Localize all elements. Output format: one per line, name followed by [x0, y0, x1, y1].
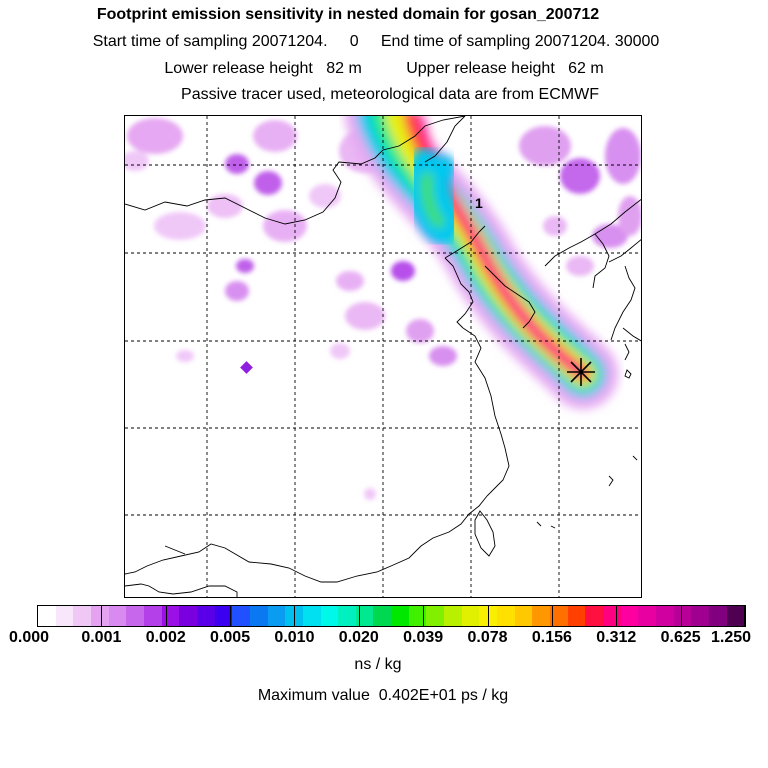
- colorbar-segment: [603, 606, 621, 626]
- plot-title: Footprint emission sensitivity in nested…: [96, 6, 600, 23]
- colorbar-tick: [358, 605, 360, 627]
- colorbar-label: 0.625: [660, 629, 701, 646]
- colorbar-segment: [620, 606, 639, 626]
- colorbar-label: 0.010: [274, 629, 315, 646]
- colorbar-label: 0.078: [467, 629, 508, 646]
- colorbar-segment: [108, 606, 127, 626]
- colorbar-segment: [497, 606, 515, 626]
- lat-lon-grid: [125, 116, 641, 597]
- colorbar-tick: [551, 605, 553, 627]
- isolated-patch: [240, 361, 253, 374]
- colorbar-segment: [708, 606, 727, 626]
- colorbar-segment: [567, 606, 586, 626]
- colorbar: [37, 605, 745, 627]
- colorbar-segment: [408, 606, 427, 626]
- colorbar-segment: [444, 606, 462, 626]
- colorbar-tick: [616, 605, 618, 627]
- colorbar-segment: [391, 606, 409, 626]
- colorbar-label: 0.001: [81, 629, 122, 646]
- colorbar-label: 0.312: [596, 629, 637, 646]
- colorbar-segment: [267, 606, 286, 626]
- colorbar-segment: [320, 606, 339, 626]
- colorbar-label: 0.156: [531, 629, 572, 646]
- colorbar-segment: [73, 606, 91, 626]
- colorbar-segment: [532, 606, 551, 626]
- colorbar-segment: [232, 606, 250, 626]
- unit-label: ns / kg: [354, 656, 402, 673]
- colorbar-segment: [373, 606, 392, 626]
- colorbar-segment: [655, 606, 674, 626]
- tracer-info-line: Passive tracer used, meteorological data…: [181, 86, 599, 103]
- coastlines: [125, 116, 641, 597]
- colorbar-segment: [143, 606, 162, 626]
- colorbar-segment: [338, 606, 356, 626]
- map-panel: 1: [124, 115, 642, 598]
- colorbar-segment: [249, 606, 268, 626]
- star-icon: [567, 358, 595, 386]
- colorbar-segment: [461, 606, 480, 626]
- colorbar-tick: [423, 605, 425, 627]
- colorbar-segment: [214, 606, 233, 626]
- colorbar-label: 1.250: [710, 629, 752, 646]
- colorbar-segment: [355, 606, 374, 626]
- colorbar-segment: [161, 606, 180, 626]
- colorbar-segment: [179, 606, 197, 626]
- colorbar-segment: [38, 606, 56, 626]
- colorbar-label: 0.002: [145, 629, 186, 646]
- colorbar-segment: [126, 606, 144, 626]
- colorbar-segment: [55, 606, 74, 626]
- release-height-line: Lower release height 82 m Upper release …: [164, 60, 604, 77]
- colorbar-tick: [680, 605, 682, 627]
- colorbar-segment: [673, 606, 692, 626]
- release-label: 1: [475, 195, 483, 211]
- colorbar-segment: [285, 606, 303, 626]
- colorbar-segment: [426, 606, 445, 626]
- colorbar-label: 0.039: [403, 629, 444, 646]
- footprint-map: 1: [125, 116, 641, 597]
- colorbar-segment: [514, 606, 533, 626]
- colorbar-label: 0.000: [8, 629, 50, 646]
- colorbar-label: 0.005: [210, 629, 251, 646]
- colorbar-tick: [101, 605, 103, 627]
- colorbar-tick: [165, 605, 167, 627]
- colorbar-segment: [550, 606, 568, 626]
- colorbar-segment: [302, 606, 321, 626]
- colorbar-label: 0.020: [338, 629, 379, 646]
- colorbar-segment: [585, 606, 603, 626]
- colorbar-tick: [230, 605, 232, 627]
- colorbar-tick: [745, 605, 746, 627]
- max-value-label: Maximum value 0.402E+01 ps / kg: [257, 687, 509, 704]
- colorbar-segment: [90, 606, 109, 626]
- colorbar-tick: [37, 605, 38, 627]
- sampling-time-line: Start time of sampling 20071204. 0 End t…: [92, 33, 660, 50]
- colorbar-tick: [487, 605, 489, 627]
- colorbar-tick: [294, 605, 296, 627]
- footprint-plume: [345, 116, 618, 409]
- colorbar-segment: [638, 606, 656, 626]
- colorbar-segment: [196, 606, 215, 626]
- colorbar-segment: [726, 606, 745, 626]
- colorbar-segment: [691, 606, 709, 626]
